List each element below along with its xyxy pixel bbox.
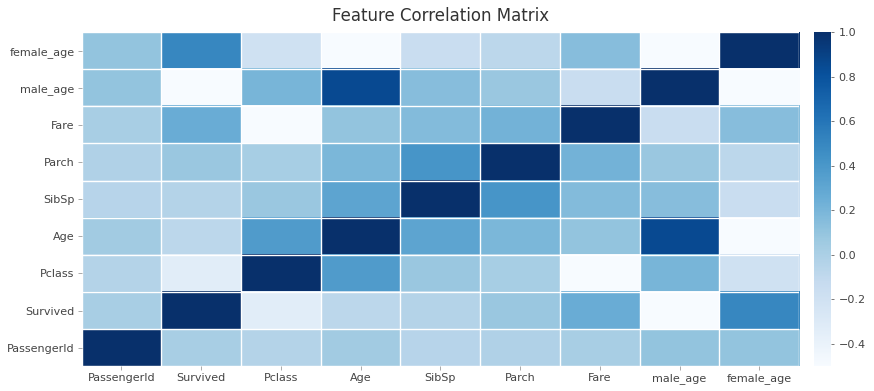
Title: Feature Correlation Matrix: Feature Correlation Matrix: [332, 7, 549, 25]
